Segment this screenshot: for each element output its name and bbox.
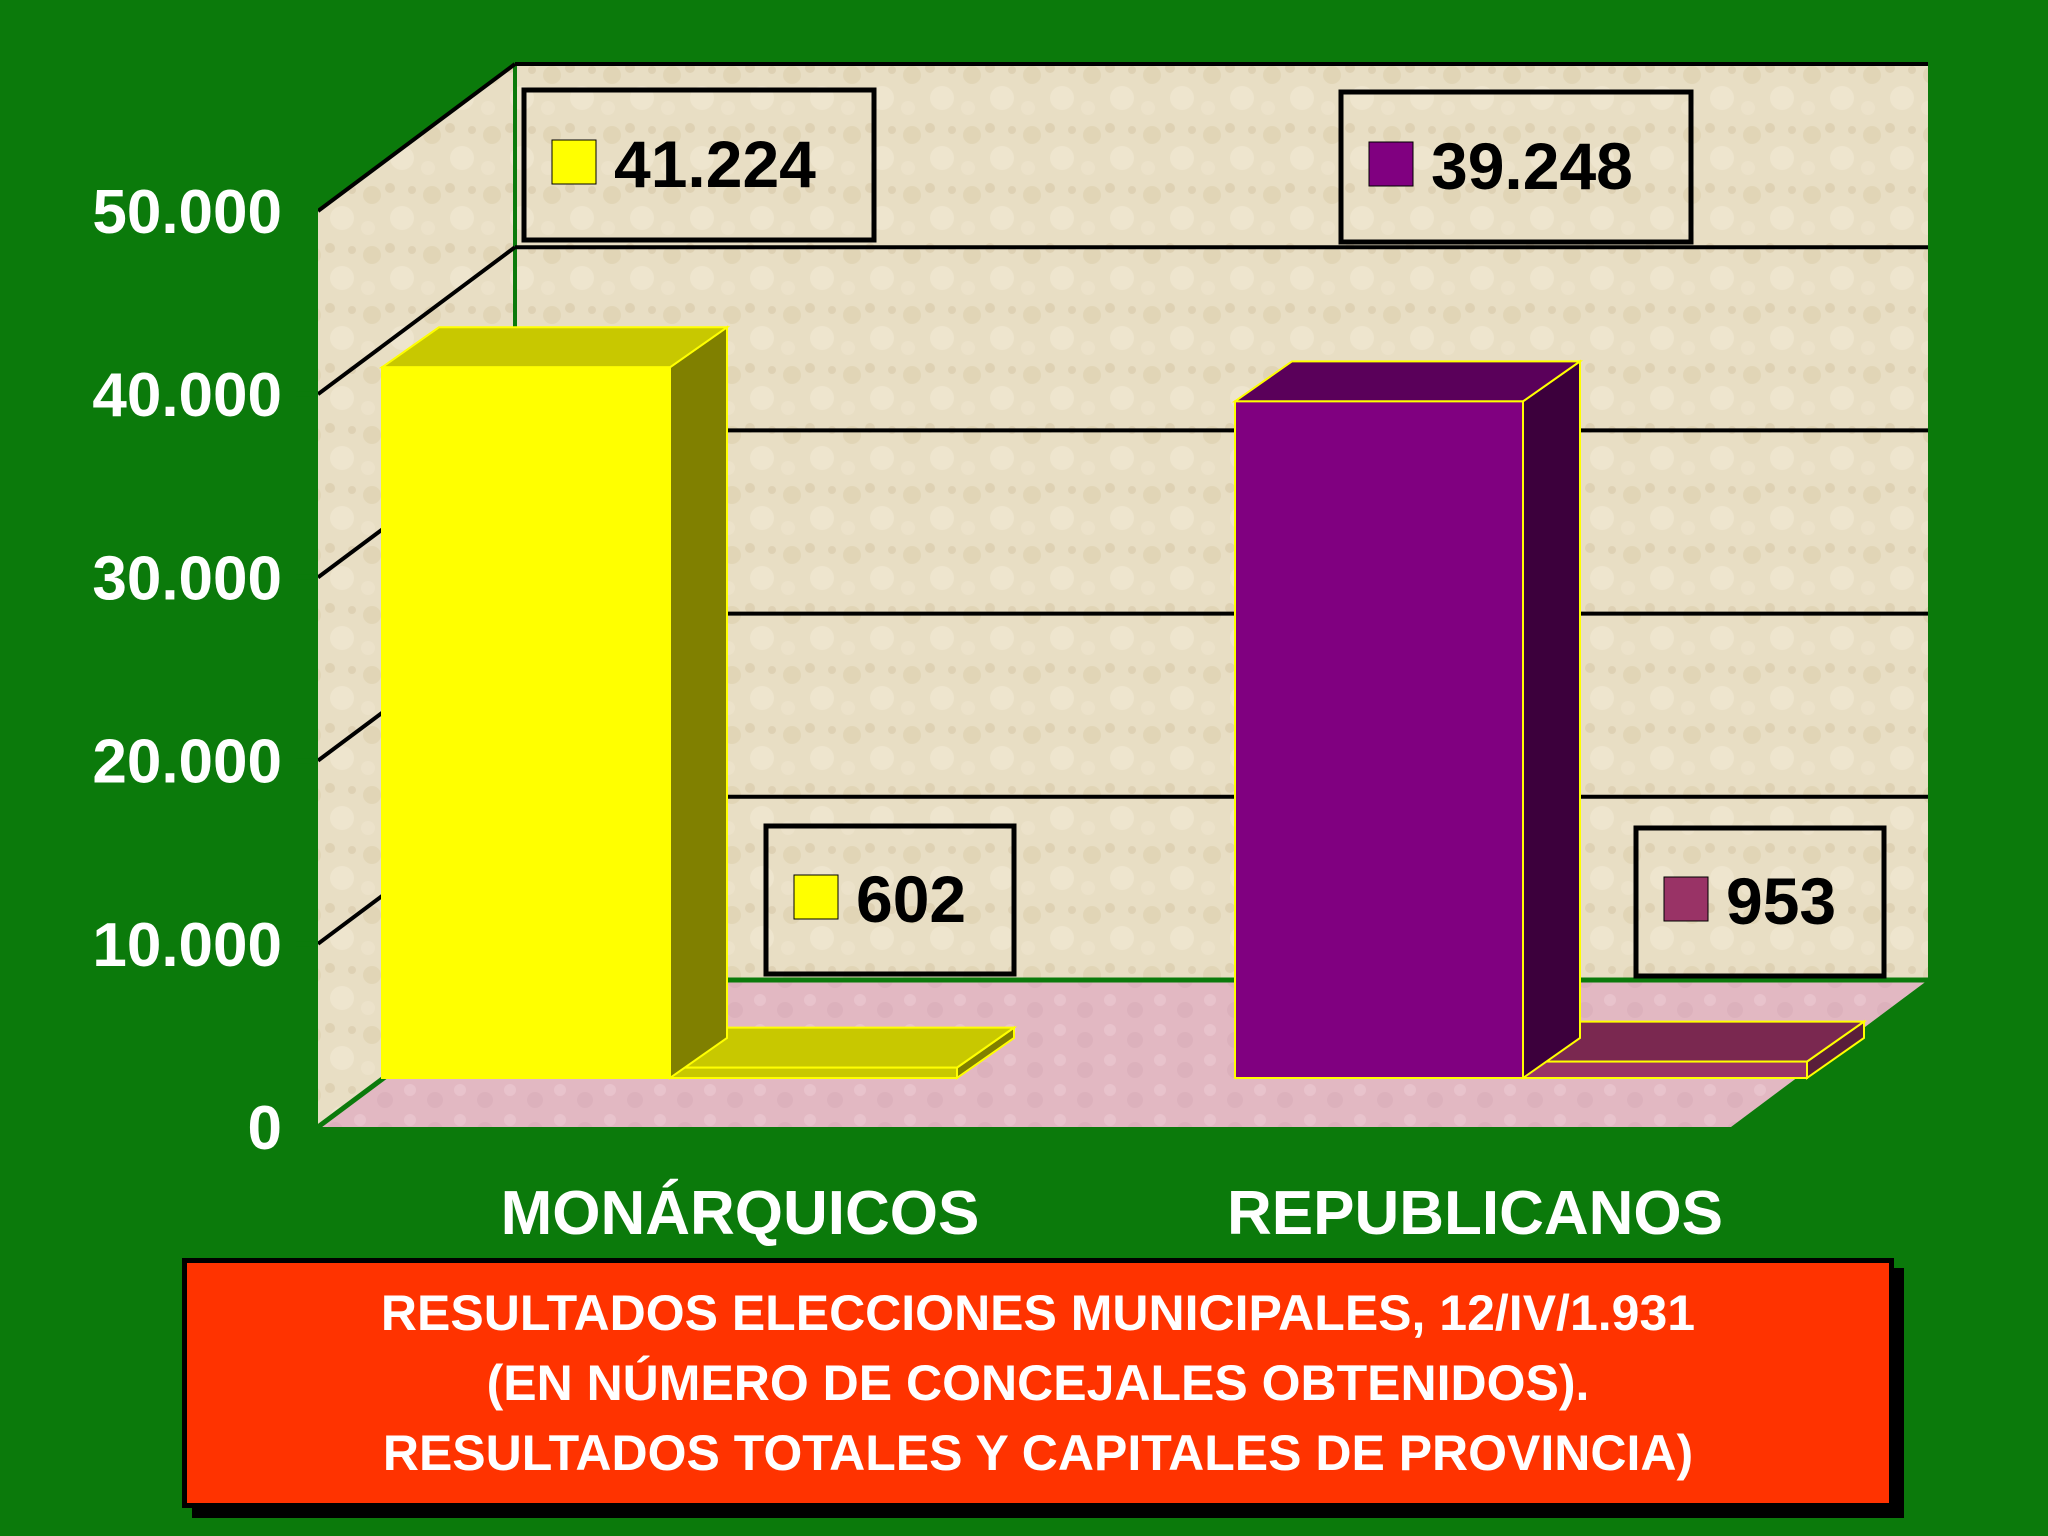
- bar-big-0-top: [378, 326, 731, 369]
- bar-big-1-front: [1234, 400, 1524, 1079]
- y-tick-label-1: 10.000: [92, 911, 282, 980]
- bar-big-0-side: [669, 325, 728, 1080]
- gridline-left-5: [316, 62, 517, 213]
- legend-swatch-1: [793, 874, 839, 920]
- data-labels: 41.224 602 39.248 953: [521, 87, 1887, 979]
- caption-line-1: RESULTADOS ELECCIONES MUNICIPALES, 12/IV…: [380, 1285, 1696, 1341]
- bar-small-0-front: [669, 1066, 958, 1079]
- gridline-left-4: [316, 245, 517, 396]
- bar-big-1-top: [1231, 360, 1584, 403]
- data-label-0: 41.224: [614, 127, 816, 201]
- y-tick-label-0: 0: [248, 1094, 282, 1163]
- data-label-1: 602: [856, 862, 966, 936]
- bars: [378, 325, 1868, 1080]
- data-label-2: 39.248: [1431, 129, 1633, 203]
- legend-swatch-3: [1663, 876, 1709, 922]
- x-axis-labels: MONÁRQUICOS REPUBLICANOS: [501, 1179, 1723, 1248]
- bar-big-0-front: [381, 366, 671, 1080]
- y-tick-label-4: 40.000: [92, 361, 282, 430]
- y-tick-label-5: 50.000: [92, 178, 282, 247]
- caption-box: RESULTADOS ELECCIONES MUNICIPALES, 12/IV…: [182, 1258, 1894, 1508]
- data-label-box-2: [1338, 89, 1694, 245]
- legend-swatch-0: [551, 139, 597, 185]
- data-label-box-3: [1633, 825, 1887, 979]
- x-tick-label-1: REPUBLICANOS: [1227, 1179, 1723, 1248]
- data-label-3: 953: [1726, 864, 1836, 938]
- y-tick-label-2: 20.000: [92, 728, 282, 797]
- caption-line-3: RESULTADOS TOTALES Y CAPITALES DE PROVIN…: [382, 1425, 1694, 1481]
- y-tick-label-3: 30.000: [92, 544, 282, 613]
- data-label-box-0: [521, 87, 877, 243]
- caption-line-2: (EN NÚMERO DE CONCEJALES OBTENIDOS).: [486, 1355, 1590, 1411]
- legend-swatch-2: [1368, 141, 1414, 187]
- bar-small-1-front: [1519, 1060, 1808, 1080]
- y-axis: 0 10.000 20.000 30.000 40.000 50.000: [92, 178, 318, 1163]
- data-label-box-1: [763, 823, 1017, 977]
- bar-big-1-side: [1522, 359, 1581, 1080]
- x-tick-label-0: MONÁRQUICOS: [501, 1179, 980, 1248]
